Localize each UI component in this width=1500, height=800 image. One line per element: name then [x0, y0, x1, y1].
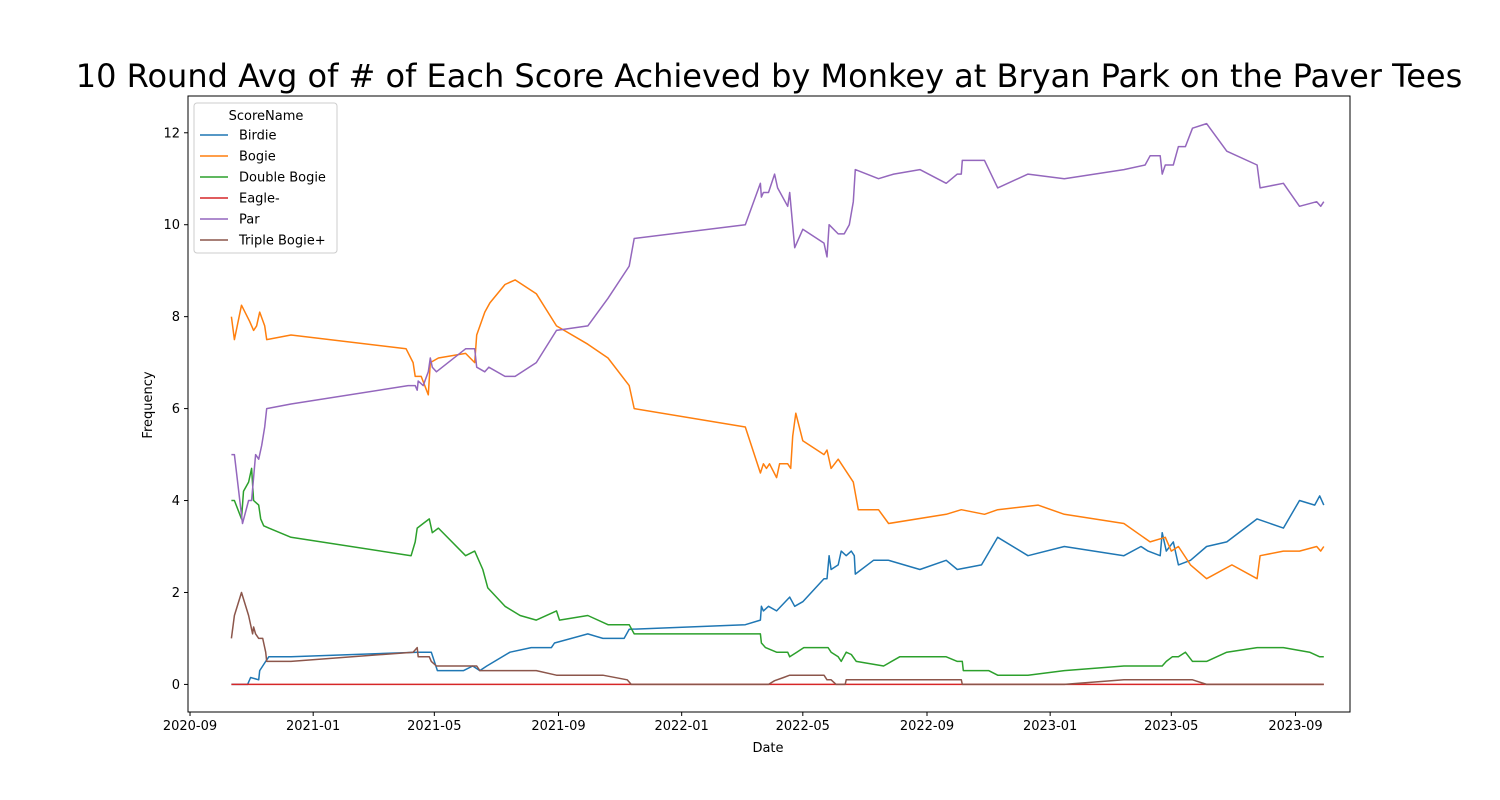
y-tick-label: 10: [163, 218, 180, 233]
x-axis: 2020-09 2021-01 2021-05 2021-09 2022-01 2022-…: [163, 712, 1323, 734]
legend-entry: Triple Bogie+: [238, 234, 326, 249]
x-tick-label: 2021-09: [531, 719, 585, 734]
x-tick-label: 2021-05: [407, 719, 461, 734]
series-line-par: [231, 122, 1325, 525]
y-tick-label: 6: [172, 402, 180, 417]
legend-title: ScoreName: [229, 109, 304, 124]
x-tick-label: 2022-05: [776, 719, 830, 734]
x-tick-label: 2023-05: [1144, 719, 1198, 734]
legend-entry: Double Bogie: [239, 171, 326, 186]
y-tick-label: 4: [172, 494, 180, 509]
legend-entry: Eagle-: [239, 192, 280, 207]
y-tick-label: 12: [163, 126, 180, 141]
x-tick-label: 2022-09: [900, 719, 954, 734]
chart-title: 10 Round Avg of # of Each Score Achieved…: [76, 57, 1462, 95]
y-tick-label: 8: [172, 310, 180, 325]
series-line-double-bogie: [231, 467, 1324, 676]
plot-frame: [187, 95, 1351, 713]
legend-entry: Bogie: [239, 150, 276, 165]
legend-box: [193, 102, 338, 254]
y-tick-label: 2: [172, 586, 180, 601]
y-axis-label: Frequency: [141, 371, 156, 438]
series-line-triple-bogie: [230, 591, 1324, 686]
legend-entry: Par: [239, 213, 260, 228]
x-axis-label: Date: [752, 741, 783, 756]
x-tick-label: 2023-09: [1268, 719, 1322, 734]
series-line-birdie: [231, 495, 1325, 686]
y-axis: 0 2 4 6 8 10 12: [163, 126, 188, 693]
plot-area: [187, 95, 1351, 713]
series-line-bogie: [230, 279, 1325, 580]
x-tick-label: 2023-01: [1023, 719, 1077, 734]
x-tick-label: 2020-09: [163, 719, 217, 734]
x-tick-label: 2021-01: [286, 719, 340, 734]
legend-entry: Birdie: [239, 129, 277, 144]
legend: ScoreName Birdie Bogie Double Bogie Eagle- P…: [193, 102, 338, 254]
y-tick-label: 0: [172, 678, 180, 693]
x-tick-label: 2022-01: [655, 719, 709, 734]
